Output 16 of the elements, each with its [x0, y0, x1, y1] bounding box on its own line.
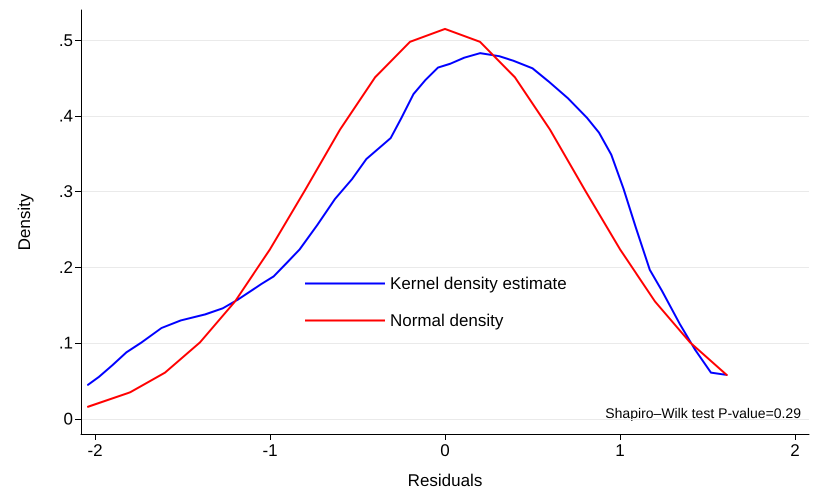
y-tick-label: .4	[58, 106, 73, 126]
x-axis-title: Residuals	[408, 471, 482, 490]
y-tick-label: .5	[58, 30, 73, 50]
x-tick-label: 0	[440, 441, 450, 460]
y-tick-label: .3	[58, 182, 73, 202]
y-tick-label: .2	[58, 258, 73, 277]
x-tick-label: -2	[87, 441, 103, 460]
y-tick-label: 0	[64, 409, 73, 428]
x-tick-label: 1	[615, 441, 625, 460]
legend-label: Kernel density estimate	[390, 274, 567, 293]
x-tick-label: 2	[790, 441, 800, 460]
y-tick-label: .1	[58, 334, 73, 353]
legend-label: Normal density	[390, 311, 504, 330]
annotation: Shapiro–Wilk test P-value=0.29	[605, 405, 802, 421]
x-tick-label: -1	[262, 441, 278, 460]
y-axis-title: Density	[15, 193, 34, 250]
